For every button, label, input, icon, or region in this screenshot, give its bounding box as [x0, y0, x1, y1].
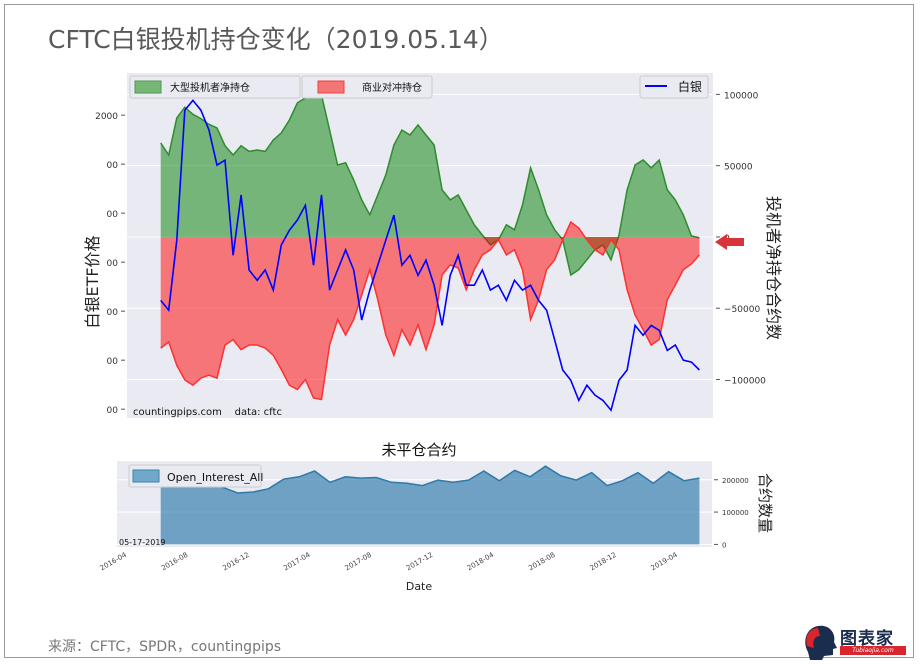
logo-text: 图表家: [840, 629, 894, 649]
x-tick-label: 2016-12: [221, 551, 250, 573]
left-axis-label: 白银ETF价格: [83, 235, 102, 328]
x-tick-label: 2018-04: [466, 551, 496, 573]
legend-speculator: 大型投机者净持仓: [129, 75, 301, 99]
bottom-right-axis-label: 合约数量: [756, 473, 774, 533]
x-tick-label: 2017-08: [344, 551, 373, 573]
legend-label: 大型投机者净持仓: [170, 81, 250, 94]
date-annotation: 05-17-2019: [119, 538, 166, 547]
legend-commercial: 商业对冲持仓: [301, 75, 433, 99]
x-tick-label: 2017-12: [405, 551, 434, 573]
source-note: 来源：CFTC，SPDR，countingpips: [48, 639, 282, 655]
speculator-net-area-line: [160, 90, 700, 277]
legend-silver: 白银: [639, 75, 709, 99]
right-tick-label: −100000: [724, 377, 766, 387]
x-tick-label: 2018-08: [527, 551, 556, 573]
bottom-right-axis-ticks: 200000 100000 0: [714, 477, 749, 549]
open-interest-line: [160, 465, 700, 494]
right-tick-label: 50000: [724, 163, 753, 173]
right-axis-label: 投机者净持仓合约数: [764, 196, 783, 340]
x-tick-label: 2018-12: [589, 551, 618, 573]
commercial-hedge-area-line: [160, 220, 700, 401]
legend-swatch-green: [134, 80, 162, 94]
top-series-group: [160, 90, 700, 412]
figure-frame: [4, 4, 914, 658]
legend-label: 白银: [678, 79, 702, 94]
right-tick-label: 200000: [722, 477, 749, 485]
speculator-net-area: [160, 91, 700, 275]
left-tick-label: 00: [107, 308, 119, 318]
legend-label: Open_Interest_All: [167, 471, 263, 484]
left-tick-label: 00: [107, 259, 119, 269]
x-tick-label: 2017-04: [282, 551, 312, 573]
right-tick-label: 100000: [722, 509, 749, 517]
logo-subtext: Tubiaojia.com: [840, 646, 906, 655]
open-interest-area: [160, 466, 700, 545]
left-tick-label: 00: [107, 210, 119, 220]
head-logo-icon: [805, 625, 837, 660]
x-tick-label: 2016-04: [99, 551, 129, 573]
x-axis-label: Date: [406, 580, 433, 593]
legend-swatch-red: [317, 80, 345, 94]
red-arrow-icon: [715, 234, 744, 250]
right-tick-label: 0: [722, 541, 726, 549]
left-tick-label: 00: [107, 161, 119, 171]
x-tick-label: 2016-08: [160, 551, 189, 573]
x-tick-label: 2019-04: [649, 551, 679, 573]
right-tick-label: 100000: [724, 91, 759, 101]
legend-label: 商业对冲持仓: [362, 81, 422, 94]
right-tick-label: −50000: [724, 305, 760, 315]
page-title: CFTC白银投机持仓变化（2019.05.14）: [48, 25, 504, 54]
bottom-series-group: [160, 465, 700, 545]
x-axis-ticks: 2016-04 2016-08 2016-12 2017-04 2017-08 2017-…: [99, 551, 680, 573]
brand-logo: 图表家 Tubiaojia.com: [800, 622, 912, 660]
left-tick-label: 00: [107, 406, 119, 416]
silver-price-line: [160, 99, 700, 412]
left-tick-label: 2000: [95, 112, 118, 122]
legend-open-interest: Open_Interest_All: [128, 464, 263, 488]
left-axis-ticks: 2000 00 00 00 00 00 00: [95, 112, 125, 416]
bottom-chart-title: 未平仓合约: [381, 441, 456, 459]
left-tick-label: 00: [107, 357, 119, 367]
source-annotation: countingpips.com data: cftc: [133, 407, 282, 418]
commercial-hedge-area: [160, 222, 700, 400]
